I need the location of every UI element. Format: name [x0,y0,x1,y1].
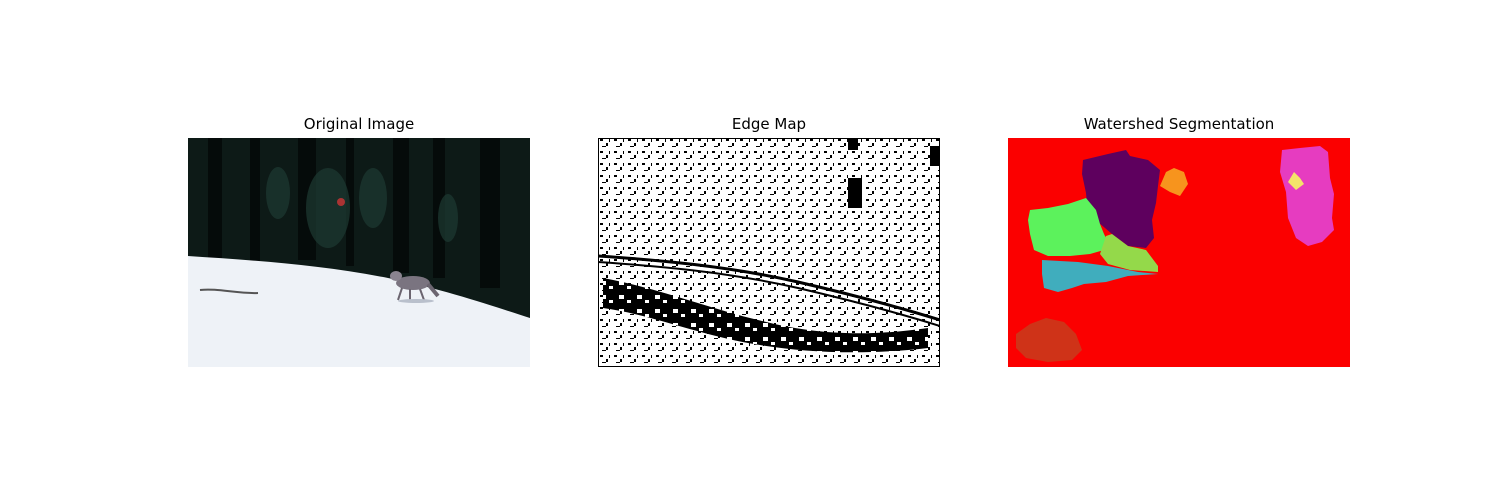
segment-lime [1100,234,1158,272]
snow-debris [199,288,259,295]
dark-patch-top [848,138,858,150]
watershed-panel [1008,138,1350,367]
edge-map-panel [598,138,940,367]
dark-patch [848,178,862,208]
segment-yellow [1288,172,1304,190]
coyote [390,271,440,303]
watershed-segmentation [1008,138,1350,367]
segment-teal [1042,260,1158,292]
red-leaves [337,198,345,206]
edge-map-frame [598,138,940,367]
segment-green [1028,198,1108,256]
segment-orange [1160,168,1188,196]
original-image [188,138,530,367]
ridge-edge-inner [598,261,940,327]
edge-map [598,138,940,367]
original-image-title: Original Image [303,115,415,133]
segment-purple [1082,150,1160,248]
dark-patch-edge [930,146,940,166]
segment-brick [1016,318,1082,362]
ridge-edge [598,254,940,322]
snow-slope [188,256,530,367]
edge-map-title: Edge Map [731,115,807,133]
watershed-title: Watershed Segmentation [1083,115,1275,133]
original-image-panel [188,138,530,367]
dark-edge-region [603,278,928,353]
segment-magenta [1280,146,1334,246]
foliage [266,167,458,248]
